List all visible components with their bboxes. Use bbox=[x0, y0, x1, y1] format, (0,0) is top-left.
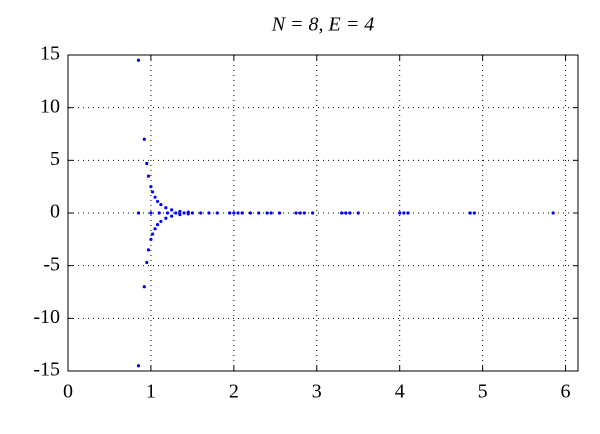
point bbox=[356, 211, 360, 215]
point bbox=[145, 161, 149, 166]
point bbox=[311, 211, 315, 215]
x-tick-label: 6 bbox=[561, 381, 571, 403]
x-tick-label: 2 bbox=[229, 381, 239, 403]
point bbox=[199, 211, 203, 215]
chart-title: N = 8, E = 4 bbox=[271, 14, 375, 36]
point bbox=[190, 211, 194, 215]
point bbox=[155, 222, 160, 227]
point bbox=[146, 174, 151, 178]
point bbox=[298, 211, 302, 215]
plot-frame bbox=[67, 54, 579, 372]
point bbox=[159, 219, 163, 224]
point bbox=[142, 285, 146, 289]
x-tick-label: 5 bbox=[478, 381, 488, 403]
x-tick-label: 3 bbox=[312, 381, 322, 403]
point bbox=[149, 237, 153, 241]
point bbox=[165, 211, 170, 215]
point bbox=[157, 211, 161, 215]
y-tick-label: -5 bbox=[43, 253, 60, 275]
point bbox=[159, 202, 163, 207]
point bbox=[149, 185, 153, 189]
point bbox=[294, 211, 298, 215]
point bbox=[153, 227, 157, 231]
point bbox=[240, 211, 244, 215]
point bbox=[136, 211, 141, 215]
point bbox=[215, 211, 219, 215]
point bbox=[236, 211, 240, 215]
point bbox=[153, 195, 157, 199]
point bbox=[302, 211, 306, 215]
y-tick-label: -15 bbox=[33, 359, 60, 381]
point bbox=[186, 212, 190, 216]
y-tick-label: -10 bbox=[33, 306, 60, 328]
point bbox=[178, 209, 182, 214]
point bbox=[398, 211, 402, 215]
point bbox=[150, 232, 155, 236]
point bbox=[551, 211, 555, 215]
point bbox=[150, 190, 155, 194]
point bbox=[149, 211, 153, 215]
point bbox=[164, 216, 168, 220]
point bbox=[257, 211, 261, 215]
x-tick-label: 1 bbox=[146, 381, 156, 403]
y-tick-label: 0 bbox=[50, 201, 60, 223]
point bbox=[207, 211, 211, 215]
point bbox=[232, 211, 236, 215]
point bbox=[228, 211, 232, 215]
point bbox=[265, 211, 269, 215]
point bbox=[142, 137, 146, 141]
point bbox=[136, 364, 141, 368]
point bbox=[136, 58, 141, 62]
point bbox=[340, 211, 344, 215]
y-tick-label: 5 bbox=[50, 148, 60, 170]
point bbox=[472, 211, 476, 215]
y-tick-label: 10 bbox=[40, 95, 60, 117]
point bbox=[174, 211, 178, 215]
y-tick-label: 15 bbox=[40, 43, 60, 65]
point bbox=[248, 211, 253, 215]
point bbox=[146, 248, 151, 252]
point bbox=[164, 206, 168, 210]
point bbox=[269, 211, 273, 215]
point bbox=[178, 212, 182, 217]
point bbox=[145, 260, 149, 265]
point bbox=[402, 211, 406, 215]
point bbox=[182, 211, 186, 215]
point bbox=[348, 211, 352, 215]
point bbox=[344, 211, 348, 215]
x-tick-label: 0 bbox=[63, 381, 73, 403]
point bbox=[406, 211, 410, 215]
point bbox=[155, 199, 160, 204]
point bbox=[468, 211, 472, 215]
point bbox=[277, 211, 282, 215]
point bbox=[170, 208, 174, 212]
x-tick-label: 4 bbox=[395, 381, 405, 403]
point bbox=[170, 214, 174, 218]
